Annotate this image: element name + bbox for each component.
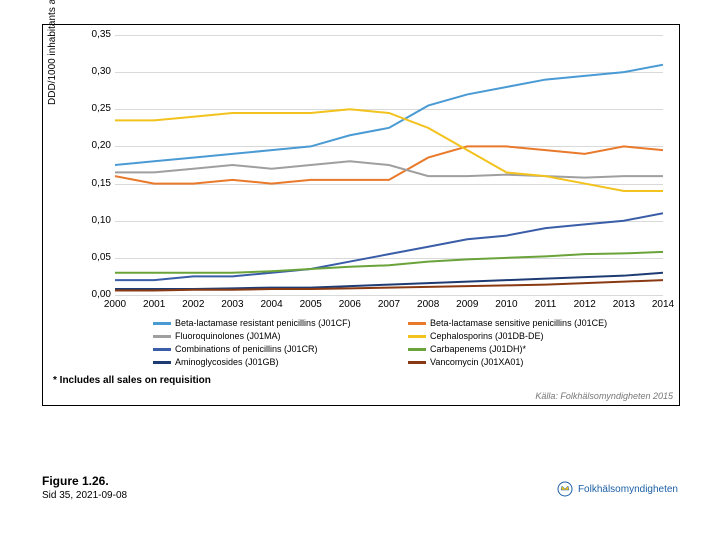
- plot-area: [115, 35, 663, 295]
- gridline: [115, 295, 663, 296]
- x-tick-label: 2013: [609, 299, 639, 310]
- x-tick-label: 2002: [178, 299, 208, 310]
- legend-swatch: [408, 348, 426, 351]
- x-tick-label: 2011: [531, 299, 561, 310]
- agency-logo: Folkhälsomyndigheten: [556, 480, 678, 498]
- legend-swatch: [153, 322, 171, 325]
- crown-icon: [556, 480, 574, 498]
- x-tick-label: 2001: [139, 299, 169, 310]
- legend-label: Combinations of penicillins (J01CR): [175, 343, 318, 355]
- figure-subcaption: Sid 35, 2021-09-08: [42, 490, 127, 501]
- legend-item: Aminoglycosides (J01GB): [153, 356, 408, 368]
- legend-swatch: [153, 348, 171, 351]
- x-tick-label: 2008: [413, 299, 443, 310]
- y-tick-label: 0,25: [83, 103, 111, 114]
- legend-label: Fluoroquinolones (J01MA): [175, 330, 281, 342]
- y-tick-label: 0,35: [83, 29, 111, 40]
- y-tick-label: 0,20: [83, 140, 111, 151]
- legend-item: Carbapenems (J01DH)*: [408, 343, 663, 355]
- agency-name: Folkhälsomyndigheten: [578, 484, 678, 495]
- legend-swatch: [408, 335, 426, 338]
- y-tick-label: 0,10: [83, 215, 111, 226]
- x-tick-label: 2003: [217, 299, 247, 310]
- legend-label: Beta-lactamase resistant penicillins (J0…: [175, 317, 351, 329]
- legend-label: Carbapenems (J01DH)*: [430, 343, 526, 355]
- legend-swatch: [408, 361, 426, 364]
- y-tick-label: 0,30: [83, 66, 111, 77]
- x-tick-label: 2014: [648, 299, 678, 310]
- legend-swatch: [408, 322, 426, 325]
- legend-label: Aminoglycosides (J01GB): [175, 356, 279, 368]
- legend-label: Vancomycin (J01XA01): [430, 356, 523, 368]
- legend-item: Vancomycin (J01XA01): [408, 356, 663, 368]
- series-j01cr: [115, 213, 663, 280]
- x-tick-label: 2010: [491, 299, 521, 310]
- line-chart: [115, 35, 663, 295]
- legend-item: Combinations of penicillins (J01CR): [153, 343, 408, 355]
- footnote: * Includes all sales on requisition: [53, 375, 211, 386]
- series-j01ma: [115, 161, 663, 177]
- legend-swatch: [153, 361, 171, 364]
- legend-swatch: [153, 335, 171, 338]
- legend: Beta-lactamase resistant penicillins (J0…: [153, 317, 663, 370]
- x-tick-label: 2004: [257, 299, 287, 310]
- figure-caption: Figure 1.26.: [42, 474, 109, 488]
- x-tick-label: 2006: [335, 299, 365, 310]
- y-tick-label: 0,05: [83, 252, 111, 263]
- source-attribution: Källa: Folkhälsomyndigheten 2015: [535, 391, 673, 401]
- x-tick-label: 2009: [452, 299, 482, 310]
- legend-item: Fluoroquinolones (J01MA): [153, 330, 408, 342]
- x-tick-label: 2005: [296, 299, 326, 310]
- y-axis-label: DDD/1000 inhabitants and day: [47, 0, 58, 105]
- legend-item: Cephalosporins (J01DB-DE): [408, 330, 663, 342]
- chart-box: DDD/1000 inhabitants and day 0,000,050,1…: [42, 24, 680, 406]
- series-j01cf: [115, 65, 663, 165]
- y-tick-label: 0,15: [83, 178, 111, 189]
- x-tick-label: 2000: [100, 299, 130, 310]
- legend-item: Beta-lactamase resistant penicillins (J0…: [153, 317, 408, 329]
- legend-label: Cephalosporins (J01DB-DE): [430, 330, 544, 342]
- x-tick-label: 2012: [570, 299, 600, 310]
- legend-item: Beta-lactamase sensitive penicillins (J0…: [408, 317, 663, 329]
- legend-label: Beta-lactamase sensitive penicillins (J0…: [430, 317, 607, 329]
- x-tick-label: 2007: [374, 299, 404, 310]
